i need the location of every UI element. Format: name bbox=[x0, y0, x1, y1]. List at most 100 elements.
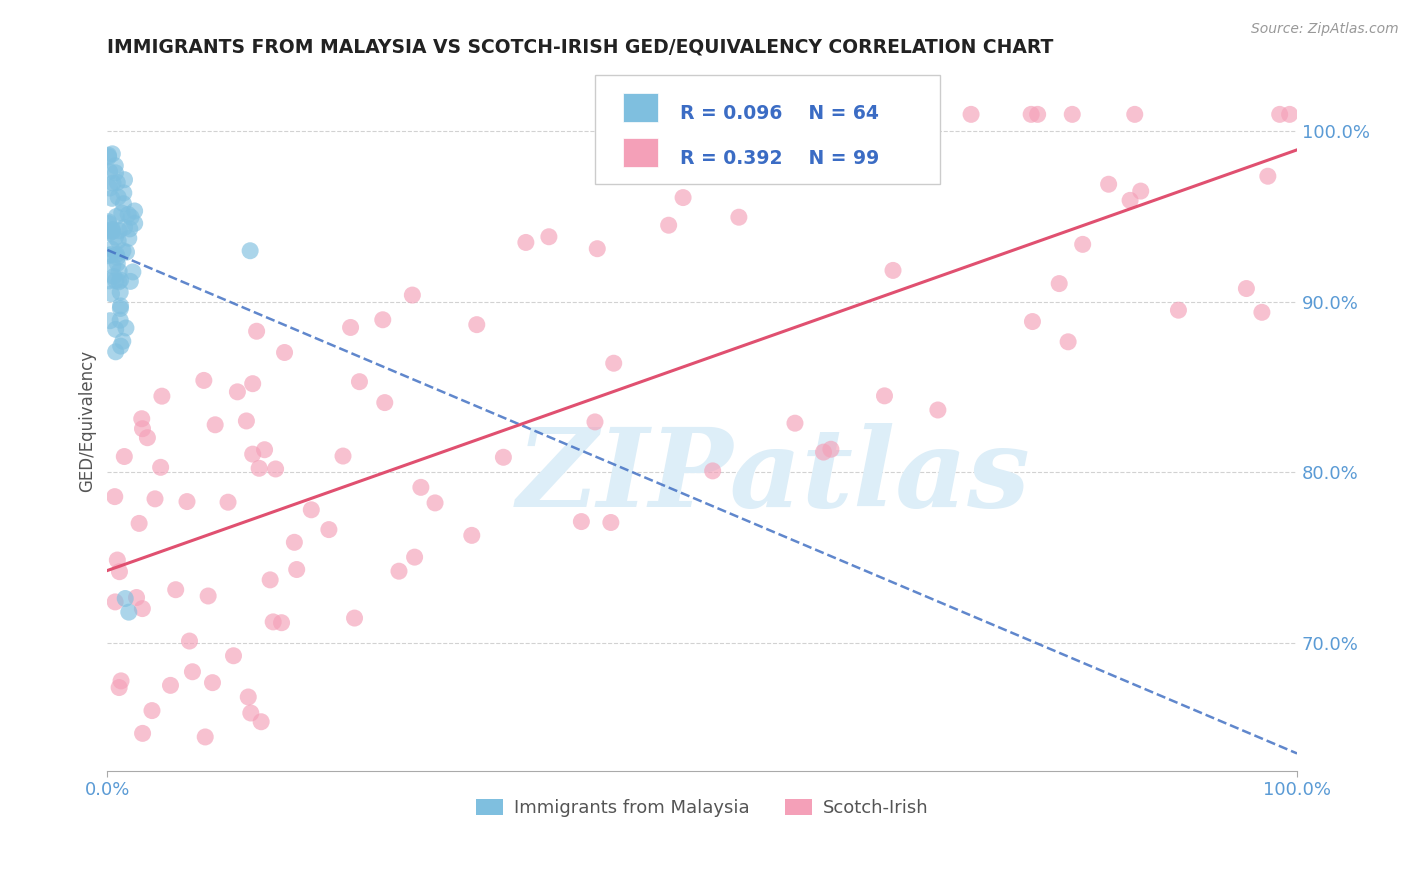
Point bbox=[343, 611, 366, 625]
Point bbox=[114, 172, 136, 186]
Point bbox=[101, 224, 124, 238]
Point bbox=[110, 299, 132, 313]
Point bbox=[98, 181, 121, 195]
Point bbox=[107, 190, 129, 204]
Point bbox=[658, 218, 681, 232]
Point bbox=[1268, 107, 1291, 121]
Point bbox=[98, 314, 121, 328]
Point bbox=[1257, 169, 1279, 184]
Point bbox=[112, 450, 135, 464]
Point bbox=[927, 403, 949, 417]
Point bbox=[110, 339, 132, 353]
Point bbox=[114, 591, 136, 606]
Point bbox=[159, 678, 181, 692]
Point bbox=[105, 256, 128, 270]
Point bbox=[111, 244, 134, 258]
Point bbox=[672, 191, 695, 205]
Point bbox=[349, 375, 371, 389]
Point bbox=[122, 265, 145, 279]
Point bbox=[270, 615, 292, 630]
Point bbox=[332, 449, 354, 463]
Point bbox=[97, 224, 120, 238]
Point bbox=[100, 247, 122, 261]
Point bbox=[253, 442, 276, 457]
Point bbox=[247, 461, 270, 475]
Point bbox=[246, 324, 269, 338]
Point bbox=[813, 445, 835, 459]
Point bbox=[583, 415, 606, 429]
Point bbox=[110, 273, 132, 287]
Point bbox=[108, 313, 131, 327]
Point bbox=[401, 288, 423, 302]
Point bbox=[235, 414, 257, 428]
Legend: Immigrants from Malaysia, Scotch-Irish: Immigrants from Malaysia, Scotch-Irish bbox=[468, 792, 936, 824]
Text: R = 0.096    N = 64: R = 0.096 N = 64 bbox=[679, 104, 879, 123]
Text: R = 0.392    N = 99: R = 0.392 N = 99 bbox=[679, 149, 879, 168]
Point bbox=[118, 222, 141, 236]
Point bbox=[104, 274, 127, 288]
Point bbox=[141, 704, 163, 718]
Point bbox=[105, 176, 128, 190]
Point bbox=[131, 411, 153, 425]
Point bbox=[910, 143, 932, 157]
Bar bbox=[623, 93, 658, 122]
Point bbox=[388, 564, 411, 578]
Point bbox=[112, 186, 135, 200]
Point bbox=[115, 245, 138, 260]
Point bbox=[465, 318, 488, 332]
Point bbox=[873, 389, 896, 403]
Point bbox=[492, 450, 515, 465]
Point bbox=[104, 344, 127, 359]
Point bbox=[222, 648, 245, 663]
Point bbox=[602, 356, 624, 370]
Point bbox=[125, 591, 148, 605]
Point bbox=[118, 605, 141, 619]
Point bbox=[118, 231, 141, 245]
Point bbox=[960, 107, 983, 121]
Point bbox=[299, 503, 322, 517]
Point bbox=[108, 275, 131, 289]
Point bbox=[882, 263, 904, 277]
Point bbox=[176, 494, 198, 508]
Point bbox=[104, 322, 127, 336]
Point bbox=[409, 480, 432, 494]
Point bbox=[239, 706, 262, 720]
Point bbox=[238, 690, 260, 704]
Point bbox=[105, 553, 128, 567]
Point bbox=[569, 515, 592, 529]
Point bbox=[242, 447, 264, 461]
Point bbox=[1119, 194, 1142, 208]
Point bbox=[97, 148, 120, 162]
Point bbox=[108, 264, 131, 278]
Point bbox=[101, 259, 124, 273]
Point bbox=[110, 673, 132, 688]
Point bbox=[150, 389, 173, 403]
Point bbox=[97, 217, 120, 231]
Point bbox=[124, 204, 146, 219]
Point bbox=[371, 312, 394, 326]
Point bbox=[273, 345, 295, 359]
Point bbox=[131, 726, 153, 740]
Point bbox=[1167, 303, 1189, 318]
Point bbox=[104, 230, 127, 244]
Point bbox=[98, 274, 121, 288]
Text: Source: ZipAtlas.com: Source: ZipAtlas.com bbox=[1251, 22, 1399, 37]
Point bbox=[702, 464, 724, 478]
Point bbox=[217, 495, 239, 509]
Point bbox=[101, 222, 124, 236]
Point bbox=[105, 250, 128, 264]
Point bbox=[197, 589, 219, 603]
Point bbox=[124, 216, 146, 230]
Point bbox=[110, 301, 132, 316]
Point bbox=[285, 562, 308, 576]
Point bbox=[105, 247, 128, 261]
Point bbox=[101, 191, 124, 205]
Point bbox=[108, 224, 131, 238]
Point bbox=[259, 573, 281, 587]
Point bbox=[149, 460, 172, 475]
Point bbox=[120, 274, 142, 288]
Point bbox=[1047, 277, 1070, 291]
Point bbox=[97, 249, 120, 263]
Point bbox=[537, 229, 560, 244]
Point bbox=[201, 675, 224, 690]
